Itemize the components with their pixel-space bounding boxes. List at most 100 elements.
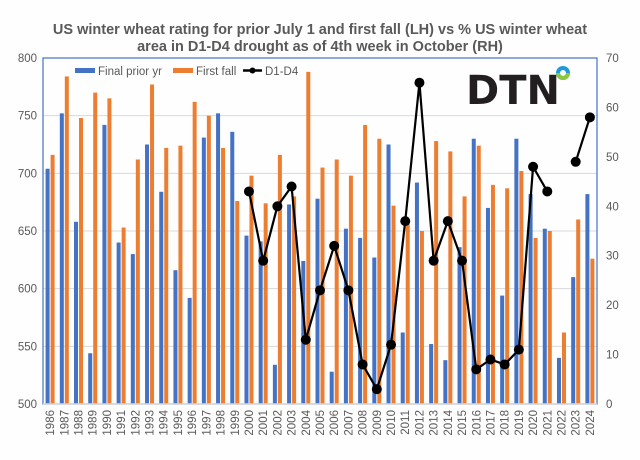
right-tick-label: 0 [606,399,612,411]
bar-final-prior-yr-2023 [571,277,576,404]
bar-first-fall-1988 [79,117,84,405]
x-tick-label: 1997 [201,410,213,436]
bar-final-prior-yr-2012 [414,182,419,404]
bar-first-fall-2008 [363,124,368,404]
bar-final-prior-yr-2014 [443,360,448,404]
left-tick-label: 550 [18,341,37,353]
legend-label-first-fall: First fall [196,66,236,78]
d1-d4-point-2009 [371,384,382,395]
dtn-logo: DTN [466,66,570,114]
left-tick-label: 650 [18,226,37,238]
x-tick-label: 1994 [159,409,171,435]
d1-d4-point-2007 [343,285,354,296]
d1-d4-point-2015 [457,255,468,266]
bar-final-prior-yr-1992 [130,254,135,404]
d1-d4-point-2021 [542,186,553,197]
bar-final-prior-yr-1990 [102,124,107,404]
d1-d4-point-2001 [258,255,269,266]
d1-d4-point-2005 [315,285,325,296]
bar-final-prior-yr-2015 [457,247,462,404]
x-tick-label: 1998 [216,410,228,436]
bar-first-fall-2013 [434,141,439,405]
d1-d4-point-2018 [499,359,510,370]
legend-swatch-d1-d4-marker [249,67,256,74]
bar-first-fall-2003 [292,196,297,404]
bar-final-prior-yr-2021 [542,228,547,404]
x-tick-label: 2023 [571,410,583,436]
x-tick-label: 2006 [329,410,341,436]
bar-first-fall-1986 [50,154,55,404]
bar-final-prior-yr-1987 [59,113,64,405]
x-tick-label: 2019 [514,410,526,436]
bar-final-prior-yr-1996 [187,297,192,404]
bar-first-fall-2020 [533,237,538,404]
x-tick-label: 2004 [301,409,313,435]
bar-final-prior-yr-2022 [556,357,561,404]
dtn-logo-ring-lower-icon [556,72,570,80]
left-axis-ticks: 500 550 600 650 700 750 800 [18,53,37,411]
x-tick-label: 1987 [59,410,71,436]
left-tick-label: 750 [18,111,37,123]
d1-d4-point-2014 [442,216,453,227]
x-tick-label: 2003 [287,410,299,436]
bar-series [45,71,595,405]
right-axis-ticks: 0 10 20 30 40 50 60 70 [606,53,619,411]
bar-first-fall-1997 [206,115,211,405]
bar-final-prior-yr-1999 [230,131,235,404]
right-tick-label: 10 [606,350,619,362]
bar-first-fall-1987 [64,76,69,404]
x-tick-label: 2012 [414,410,426,436]
d1-d4-point-2000 [243,186,254,197]
right-tick-label: 60 [606,102,619,114]
bar-first-fall-2017 [490,184,495,404]
x-tick-label: 2010 [386,410,398,436]
bar-final-prior-yr-2011 [400,332,405,404]
bar-final-prior-yr-2002 [272,364,277,404]
x-tick-label: 2002 [272,410,284,436]
bar-first-fall-1989 [93,92,98,404]
bar-first-fall-1996 [192,101,197,405]
bar-final-prior-yr-1998 [216,113,221,405]
bar-final-prior-yr-2010 [386,144,391,404]
bar-final-prior-yr-2003 [287,204,292,404]
bar-first-fall-2019 [519,171,524,404]
left-tick-label: 500 [18,399,37,411]
bar-first-fall-2011 [405,219,410,404]
x-tick-label: 1995 [173,410,185,436]
d1-d4-point-2023 [570,156,581,167]
bar-first-fall-1994 [164,147,169,404]
bar-final-prior-yr-2019 [514,138,519,404]
d1-d4-point-2013 [428,255,439,266]
x-tick-label: 2022 [556,410,568,436]
bar-first-fall-1993 [150,84,155,404]
x-tick-label: 1989 [88,410,100,436]
d1-d4-line-segment [247,82,549,392]
x-tick-label: 1992 [130,410,142,436]
right-tick-label: 40 [606,201,619,213]
x-tick-label: 2001 [258,410,270,436]
bar-first-fall-2009 [377,138,382,404]
left-tick-label: 600 [18,284,37,296]
bar-first-fall-1991 [121,227,126,404]
bar-first-fall-1998 [221,147,226,404]
d1-d4-point-2011 [400,216,411,227]
d1-d4-point-2012 [414,77,425,88]
x-tick-label: 1993 [145,410,157,436]
d1-d4-point-2008 [357,359,368,370]
x-tick-label: 1999 [230,410,242,436]
bar-first-fall-2000 [249,175,254,404]
x-tick-label: 2000 [244,410,256,436]
axes [42,57,598,405]
bar-final-prior-yr-1993 [145,144,150,404]
bar-final-prior-yr-1989 [88,353,93,404]
x-tick-label: 2018 [500,410,512,436]
bar-first-fall-2004 [306,71,311,404]
left-tick-label: 800 [18,53,37,65]
bar-first-fall-2021 [547,231,552,404]
x-tick-label: 1986 [45,410,57,436]
right-tick-label: 20 [606,300,619,312]
legend-label-final-prior-yr: Final prior yr [98,66,162,78]
bar-final-prior-yr-2007 [343,228,348,404]
dtn-logo-text: DTN [466,68,560,114]
